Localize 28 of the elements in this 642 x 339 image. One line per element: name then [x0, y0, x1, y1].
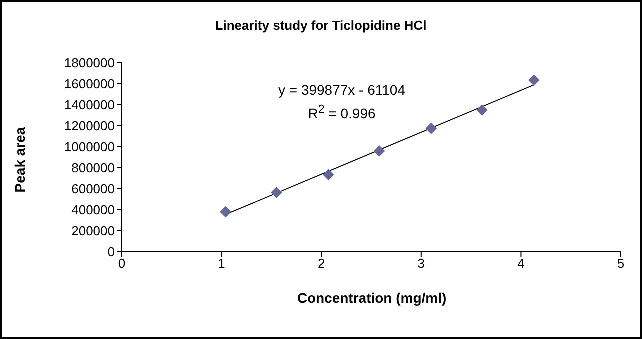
annotation: R$^{2}$ = 0.996 — [307, 103, 377, 122]
y-axis-title: Peak area — [12, 127, 28, 193]
y-tick-label: 200000 — [72, 224, 115, 239]
point — [374, 146, 385, 157]
y-tick-label: 1000000 — [64, 140, 115, 155]
y-tick-label: 1400000 — [64, 98, 115, 113]
point — [476, 104, 488, 116]
y-tick-label: 0 — [108, 244, 115, 260]
y-tick-label: 400000 — [72, 202, 115, 218]
point — [271, 187, 282, 198]
x-tick-label: 3 — [418, 256, 426, 272]
y-tick-label: 1800000 — [64, 56, 115, 71]
y-tick-label: 1600000 — [64, 76, 115, 92]
point — [220, 206, 232, 218]
x-tick-label: 1 — [218, 256, 226, 272]
x-axis-title: Concentration (mg/ml) — [296, 290, 448, 306]
x-tick-label: 2 — [318, 256, 326, 272]
point — [426, 123, 437, 134]
x-tick-label: 4 — [518, 256, 525, 272]
y-tick-label: 800000 — [72, 160, 115, 176]
y-tick-label: 1200000 — [64, 118, 115, 134]
y-tick-label: 600000 — [72, 182, 115, 197]
x-tick-label: 5 — [617, 256, 625, 272]
point — [323, 169, 334, 180]
chart-title: Linearity study for Ticlopidine HCl — [214, 18, 428, 33]
annotation: y = 399877x - 61104 — [277, 82, 406, 98]
x-tick-label: 0 — [118, 256, 126, 272]
point — [528, 74, 540, 86]
